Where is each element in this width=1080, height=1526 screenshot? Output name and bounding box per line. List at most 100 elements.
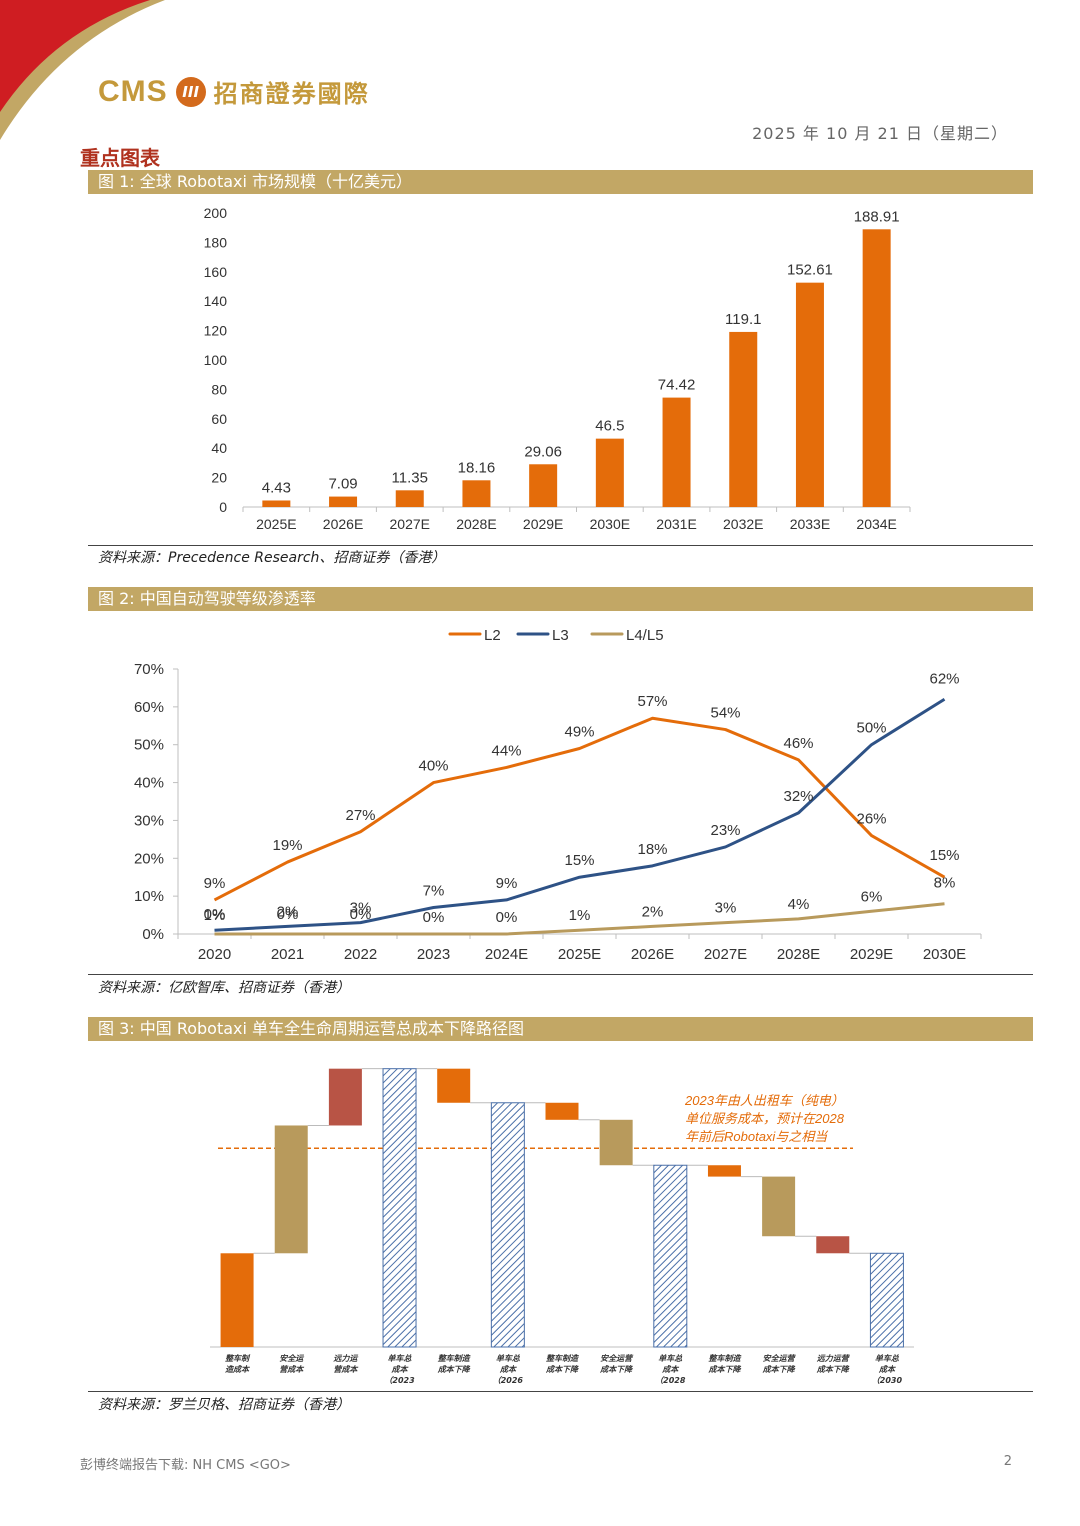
chart2-data-label: 44% bbox=[491, 742, 521, 759]
chart1-bar bbox=[395, 490, 424, 507]
chart2-data-label: 15% bbox=[929, 847, 959, 864]
chart2-ytick-label: 20% bbox=[134, 850, 164, 867]
chart2-data-label: 40% bbox=[418, 758, 448, 775]
chart2-data-label: 6% bbox=[861, 888, 883, 905]
chart2-category-label: 2024E bbox=[485, 946, 528, 963]
chart1-ytick-label: 140 bbox=[204, 293, 228, 309]
chart2-data-label: 0% bbox=[277, 906, 299, 923]
chart1-category-label: 2029E bbox=[523, 516, 563, 532]
chart2-ytick-label: 40% bbox=[134, 775, 164, 792]
chart3-bar bbox=[328, 1068, 362, 1126]
corner-decoration bbox=[0, 0, 165, 140]
figure3-title: 图 3: 中国 Robotaxi 单车全生命周期运营总成本下降路径图 bbox=[88, 1017, 1033, 1041]
chart2-category-label: 2021 bbox=[271, 946, 304, 963]
chart1-category-label: 2032E bbox=[723, 516, 763, 532]
chart2-data-label: 0% bbox=[423, 909, 445, 926]
chart3-annotation: 年前后Robotaxi与之相当 bbox=[685, 1129, 828, 1144]
report-date: 2025 年 10 月 21 日（星期二） bbox=[752, 124, 1008, 143]
chart3-category-label: 整车制造 bbox=[546, 1354, 579, 1363]
chart3-bar bbox=[490, 1102, 525, 1348]
chart1-value-label: 18.16 bbox=[458, 459, 496, 476]
chart3-category-label: 远力运营 bbox=[817, 1354, 851, 1363]
chart3-category-label: 成本下降 bbox=[599, 1365, 634, 1374]
chart3-category-label: 成本 bbox=[878, 1365, 896, 1374]
chart1-ytick-label: 60 bbox=[211, 411, 227, 427]
chart3-category-label: 造成本 bbox=[225, 1365, 250, 1374]
chart3-category-label: 成本下降 bbox=[545, 1365, 580, 1374]
chart3-category-label: 成本下降 bbox=[762, 1365, 797, 1374]
brand-cms-text: CMS bbox=[98, 74, 168, 108]
chart3-category-label: （2023 bbox=[384, 1375, 415, 1385]
chart3-category-label: 营成本 bbox=[333, 1365, 358, 1374]
chart1-value-label: 119.1 bbox=[725, 311, 761, 328]
chart3-category-label: 单车总 bbox=[388, 1354, 413, 1363]
chart3-bar bbox=[545, 1102, 579, 1120]
chart1-ytick-label: 100 bbox=[204, 352, 228, 368]
section-title: 重点图表 bbox=[80, 146, 160, 170]
chart2-data-label: 1% bbox=[204, 907, 226, 924]
chart3-category-label: 整车制 bbox=[225, 1354, 251, 1363]
chart2-data-label: 62% bbox=[929, 670, 959, 687]
chart1-value-label: 7.09 bbox=[328, 476, 357, 493]
chart3-annotation: 单位服务成本，预计在2028 bbox=[685, 1111, 845, 1126]
figure1-title: 图 1: 全球 Robotaxi 市场规模（十亿美元） bbox=[88, 170, 1033, 194]
chart1-ytick-label: 80 bbox=[211, 381, 227, 397]
chart2-ytick-label: 50% bbox=[134, 737, 164, 754]
chart1-value-label: 46.5 bbox=[595, 418, 624, 435]
chart1-category-label: 2031E bbox=[656, 516, 696, 532]
chart2-ytick-label: 10% bbox=[134, 888, 164, 905]
chart1-bar bbox=[462, 480, 491, 507]
figure3-divider bbox=[88, 1391, 1033, 1392]
chart3-category-label: 安全运营 bbox=[763, 1353, 797, 1363]
figure2-line-chart: L2 L3 L4/L5 0% 10% 20% 30% 40% 50% 60% 70% 2020 2021… bbox=[134, 627, 982, 963]
chart2-data-label: 7% bbox=[423, 883, 445, 900]
chart2-data-label: 3% bbox=[350, 900, 372, 917]
chart1-bar bbox=[662, 397, 691, 507]
chart3-category-label: 安全运营 bbox=[600, 1353, 634, 1363]
chart3-bar bbox=[707, 1165, 741, 1177]
chart2-category-label: 2026E bbox=[631, 946, 674, 963]
chart3-category-label: 成本下降 bbox=[707, 1365, 742, 1374]
chart2-data-label: 9% bbox=[204, 875, 226, 892]
figure1-source: 资料来源：Precedence Research、招商证券（香港） bbox=[98, 550, 446, 566]
chart3-bar bbox=[274, 1125, 308, 1254]
footer-text: 彭博终端报告下载: NH CMS <GO> bbox=[80, 1458, 291, 1473]
chart2-category-label: 2027E bbox=[704, 946, 747, 963]
chart2-legend-label: L2 bbox=[484, 627, 501, 644]
chart3-bar bbox=[762, 1176, 796, 1237]
chart2-data-label: 15% bbox=[564, 852, 594, 869]
chart1-ytick-label: 180 bbox=[204, 234, 228, 250]
chart3-category-label: 整车制造 bbox=[708, 1354, 741, 1363]
figure3-waterfall-chart: 2023年由人出租车（纯电） 单位服务成本，预计在2028 年前后Robotaxi与… bbox=[210, 1068, 914, 1385]
chart3-category-label: 单车总 bbox=[875, 1354, 900, 1363]
chart3-category-label: 整车制造 bbox=[438, 1354, 471, 1363]
chart2-data-label: 23% bbox=[710, 822, 740, 839]
chart2-category-label: 2028E bbox=[777, 946, 820, 963]
chart1-category-label: 2034E bbox=[856, 516, 896, 532]
chart2-data-label: 1% bbox=[569, 907, 591, 924]
chart2-data-label: 18% bbox=[637, 841, 667, 858]
figure1-divider bbox=[88, 545, 1033, 546]
chart2-category-label: 2020 bbox=[198, 946, 231, 963]
chart2-series-line-l3 bbox=[214, 698, 946, 932]
chart1-category-label: 2030E bbox=[590, 516, 630, 532]
chart2-series-line-l4-l5 bbox=[214, 902, 945, 936]
chart2-category-label: 2025E bbox=[558, 946, 601, 963]
chart3-annotation: 2023年由人出租车（纯电） bbox=[684, 1093, 844, 1108]
chart1-category-label: 2025E bbox=[256, 516, 296, 532]
chart1-bar bbox=[595, 438, 624, 507]
brand-cn-text: 招商證券國際 bbox=[213, 79, 370, 108]
chart1-value-label: 11.35 bbox=[392, 469, 428, 486]
chart3-bar bbox=[599, 1119, 633, 1166]
chart3-category-label: 成本 bbox=[391, 1365, 409, 1374]
chart1-ytick-label: 20 bbox=[211, 470, 227, 486]
chart3-bar bbox=[382, 1068, 417, 1348]
chart3-category-label: 单车总 bbox=[658, 1354, 683, 1363]
chart2-category-label: 2030E bbox=[923, 946, 966, 963]
chart2-data-label: 2% bbox=[642, 903, 664, 920]
brand-emblem-icon: III bbox=[175, 76, 206, 107]
chart1-bar bbox=[862, 229, 891, 507]
chart2-ytick-label: 70% bbox=[134, 661, 164, 678]
chart2-ytick-label: 60% bbox=[134, 699, 164, 716]
chart2-category-label: 2022 bbox=[344, 946, 377, 963]
